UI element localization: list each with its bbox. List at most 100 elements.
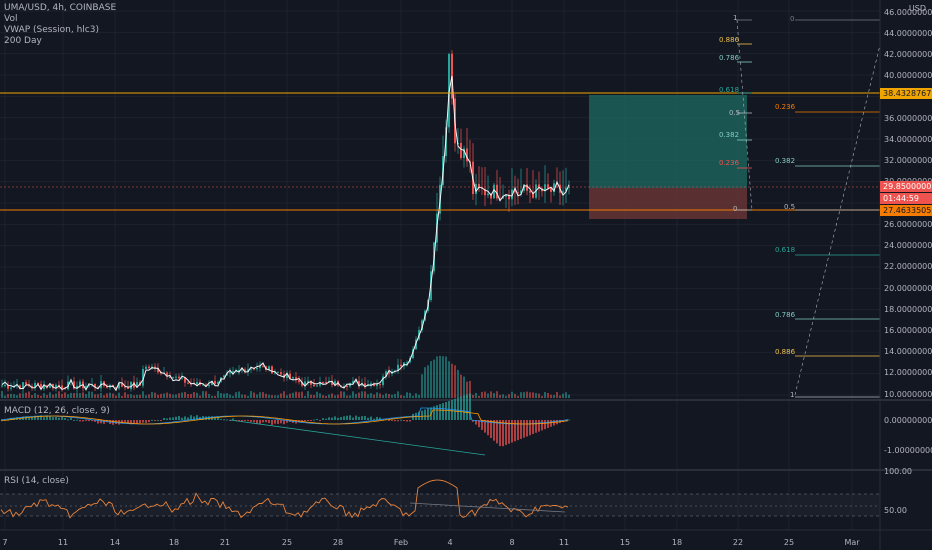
time-label: 21 — [219, 538, 231, 547]
volume-bar — [55, 393, 57, 398]
macd-histogram-bar — [106, 420, 108, 423]
candle-body — [289, 373, 291, 379]
indicator-vol[interactable]: Vol — [4, 14, 18, 24]
volume-bar — [52, 394, 54, 398]
macd-histogram-bar — [514, 420, 516, 442]
volume-bar — [559, 395, 561, 398]
macd-histogram-bar — [226, 419, 228, 421]
macd-histogram-bar — [388, 420, 390, 421]
volume-bar — [412, 395, 414, 398]
candle-body — [319, 381, 321, 386]
macd-histogram-bar — [340, 417, 342, 420]
candle-body — [259, 366, 261, 368]
fib-left-label: 1 — [733, 14, 738, 22]
macd-histogram-bar — [532, 420, 534, 435]
candle-body — [364, 383, 366, 387]
candle-body — [169, 376, 171, 378]
macd-histogram-bar — [352, 417, 354, 420]
macd-histogram-bar — [475, 420, 477, 425]
macd-histogram-bar — [511, 420, 513, 443]
rsi-legend[interactable]: RSI (14, close) — [4, 476, 69, 486]
volume-bar — [538, 393, 540, 398]
macd-histogram-bar — [442, 403, 444, 420]
candle-body — [145, 366, 147, 369]
time-label: 18 — [168, 538, 180, 547]
candle-body — [148, 366, 150, 369]
candle-body — [94, 383, 96, 388]
macd-histogram-bar — [517, 420, 519, 441]
volume-bar — [91, 391, 93, 398]
macd-histogram-bar — [406, 420, 408, 422]
volume-bar — [301, 391, 303, 398]
macd-histogram-bar — [223, 419, 225, 421]
volume-bar — [115, 395, 117, 398]
time-label: Feb — [393, 538, 409, 547]
candle-body — [301, 382, 303, 386]
macd-histogram-bar — [64, 418, 66, 420]
volume-bar — [67, 394, 69, 398]
macd-histogram-bar — [361, 416, 363, 420]
fib-right-label: 0.382 — [775, 157, 796, 165]
volume-bar — [226, 393, 228, 398]
macd-line — [0, 407, 569, 425]
volume-bar — [415, 393, 417, 398]
macd-histogram-bar — [457, 397, 459, 420]
volume-bar — [562, 393, 564, 398]
volume-bar — [229, 394, 231, 398]
time-label: 4 — [447, 538, 453, 547]
candle-body — [172, 377, 174, 379]
volume-bar — [1, 391, 3, 398]
symbol-legend[interactable]: UMA/USD, 4h, COINBASE Vol VWAP (Session,… — [4, 3, 116, 47]
time-label: 25 — [783, 538, 795, 547]
candle-body — [493, 184, 495, 199]
macd-histogram-bar — [526, 420, 528, 437]
volume-bar — [349, 395, 351, 398]
candle-body — [238, 370, 240, 372]
candle-body — [475, 183, 477, 195]
volume-bar — [532, 392, 534, 398]
volume-bar — [61, 393, 63, 398]
volume-bar — [445, 356, 447, 398]
candle-body — [538, 184, 540, 189]
volume-bar — [136, 394, 138, 398]
volume-bar — [16, 395, 18, 398]
candle-body — [214, 380, 216, 384]
candle-body — [370, 383, 372, 385]
macd-histogram-bar — [256, 420, 258, 424]
macd-histogram-bar — [385, 418, 387, 420]
volume-bar — [529, 392, 531, 398]
candle-body — [322, 381, 324, 383]
volume-bar — [214, 395, 216, 398]
volume-bar — [487, 393, 489, 398]
macd-histogram-bar — [403, 420, 405, 422]
candle-body — [271, 366, 273, 374]
volume-bar — [385, 393, 387, 398]
macd-histogram-bar — [544, 420, 546, 430]
volume-bar — [376, 392, 378, 398]
volume-bar — [208, 394, 210, 398]
volume-bar — [517, 395, 519, 398]
macd-histogram-bar — [463, 395, 465, 420]
indicator-vwap[interactable]: VWAP (Session, hlc3) — [4, 25, 99, 35]
macd-histogram-bar — [307, 420, 309, 421]
volume-bar — [34, 393, 36, 398]
volume-bar — [451, 363, 453, 398]
macd-histogram-bar — [481, 420, 483, 430]
volume-bar — [280, 393, 282, 398]
grid-lines — [0, 0, 880, 530]
long-position-target-zone — [589, 95, 747, 188]
macd-histogram-bar — [286, 420, 288, 423]
macd-histogram-bar — [34, 415, 36, 420]
symbol-title[interactable]: UMA/USD, 4h, COINBASE — [4, 3, 117, 13]
volume-bar — [322, 395, 324, 398]
macd-histogram-bar — [562, 420, 564, 422]
fib-right-label: 0.236 — [775, 103, 796, 111]
indicator-200-day[interactable]: 200 Day — [4, 36, 42, 46]
volume-bar — [526, 391, 528, 398]
macd-axis-label: -1.00000000 — [884, 446, 932, 455]
macd-legend[interactable]: MACD (12, 26, close, 9) — [4, 406, 110, 416]
candle-body — [22, 382, 24, 389]
macd-histogram-bar — [70, 417, 72, 420]
rsi-line — [0, 479, 569, 519]
